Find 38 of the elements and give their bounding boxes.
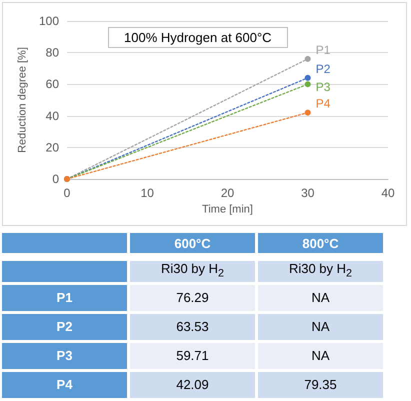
y-tick-label: 100 xyxy=(38,14,60,28)
series-label: P4 xyxy=(316,96,331,111)
x-tick-label: 0 xyxy=(64,186,71,200)
point xyxy=(304,74,311,81)
text: 100% Hydrogen at 600°C xyxy=(124,30,272,45)
point xyxy=(304,56,311,62)
text: Ri30 by H$_{2}$ xyxy=(258,261,383,282)
text: 63.53 xyxy=(176,319,209,334)
y-axis-title: Reduction degree [%] xyxy=(16,47,29,153)
category-label: 800°C xyxy=(258,233,383,253)
x-tick-label: 20 xyxy=(220,186,234,200)
category-label: P2 xyxy=(56,319,72,334)
x-tick-label: 10 xyxy=(140,186,154,200)
text: 59.71 xyxy=(176,348,209,364)
y-tick-label: 80 xyxy=(46,46,60,60)
y-tick-label: 20 xyxy=(46,140,60,154)
y-tick-label: 0 xyxy=(52,172,60,186)
text: NA xyxy=(311,348,330,364)
category-label: P1 xyxy=(56,290,72,306)
category-label: P4 xyxy=(56,377,72,392)
text: NA xyxy=(311,319,330,334)
point xyxy=(304,110,311,116)
text: 42.09 xyxy=(176,377,209,392)
category-label: P3 xyxy=(56,348,72,364)
text: 76.29 xyxy=(176,290,209,306)
x-tick-label: 30 xyxy=(301,186,315,200)
text: NA xyxy=(311,290,330,306)
series-label: P3 xyxy=(316,80,331,94)
y-tick-label: 40 xyxy=(46,108,60,123)
text: Ri30 by H$_{2}$ xyxy=(130,261,255,282)
point xyxy=(304,81,311,88)
y-tick-label: 60 xyxy=(46,77,60,92)
x-axis-title: Time [min] xyxy=(202,203,253,216)
series-label: P1 xyxy=(316,42,331,57)
text: 79.35 xyxy=(304,377,337,392)
x-tick-label: 40 xyxy=(381,186,395,200)
series-label: P2 xyxy=(316,62,331,76)
category-label: 600°C xyxy=(130,233,255,253)
